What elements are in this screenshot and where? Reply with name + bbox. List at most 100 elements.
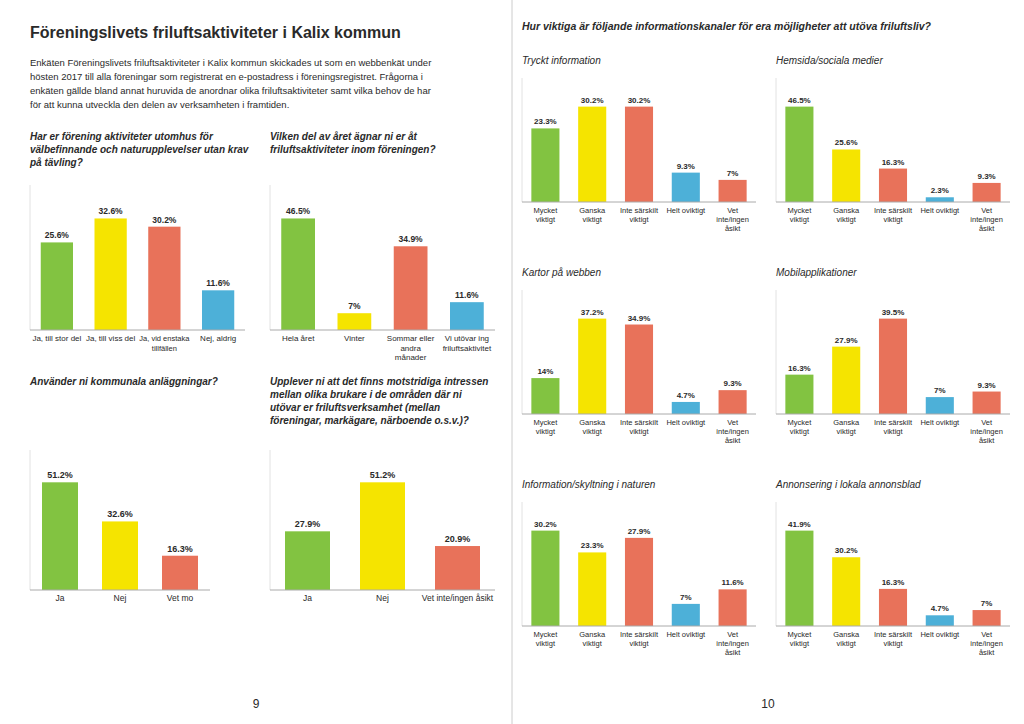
bar: [719, 589, 747, 626]
data-label-line: 25.6%: [835, 138, 858, 147]
category-label-line: viktigt: [790, 215, 810, 224]
category-label: Inte särskiltviktigt: [874, 206, 913, 224]
super-title-line: Hur viktiga är följande informationskana…: [522, 20, 932, 32]
chart-title-line: Information/skyltning i naturen: [522, 479, 656, 490]
data-label-line: 46.5%: [286, 206, 311, 216]
category-label: Inte särskiltviktigt: [620, 418, 659, 436]
category-label-line: Mycket: [534, 630, 559, 639]
category-label: Helt oviktigt: [920, 630, 960, 639]
chart-title-line: på tävling?: [29, 157, 83, 168]
y-axis-line: [30, 185, 31, 330]
data-label-line: 7%: [348, 301, 361, 311]
data-label: 27.9%: [835, 336, 858, 345]
data-label: 16.3%: [788, 364, 811, 373]
data-label-line: 4.7%: [677, 391, 695, 400]
category-label: Ja: [56, 593, 65, 603]
x-axis-line: [776, 414, 1010, 415]
category-label-line: Ganska: [833, 206, 860, 215]
category-label: Helt oviktigt: [666, 206, 706, 215]
bar: [879, 589, 907, 626]
category-label-line: inte/ingen: [970, 427, 1003, 436]
category-label-line: Ganska: [579, 630, 606, 639]
category-label-line: viktigt: [883, 427, 903, 436]
category-label: Vetinte/ingenåsikt: [716, 630, 749, 657]
category-label-line: Ganska: [833, 418, 860, 427]
data-label: 9.3%: [977, 172, 995, 181]
data-label-line: 46.5%: [788, 96, 811, 105]
page-number: 9: [253, 697, 260, 711]
data-label-line: 51.2%: [370, 470, 396, 480]
bars: [41, 218, 235, 330]
bar: [360, 482, 405, 590]
category-label-line: viktigt: [837, 215, 857, 224]
chart-title-line: Mobilapplikationer: [776, 267, 857, 278]
chart-title: Kartor på webben: [522, 267, 601, 278]
category-label: Ganskaviktigt: [579, 630, 606, 648]
intro-text-line: enkäten gällde bland annat huruvida de a…: [30, 85, 431, 96]
data-label: 7%: [934, 386, 946, 395]
category-label: Helt oviktigt: [666, 630, 706, 639]
category-label-line: inte/ingen: [716, 639, 749, 648]
data-label-line: 14%: [537, 367, 553, 376]
data-label: 2.3%: [931, 186, 949, 195]
chart-title: Vilken del av året ägnar ni er åtfriluft…: [270, 131, 436, 155]
x-axis-line: [270, 590, 495, 591]
category-label-line: Inte särskilt: [874, 630, 913, 639]
y-axis-line: [30, 450, 31, 590]
data-label: 23.3%: [534, 117, 557, 126]
category-label: Vetinte/ingenåsikt: [716, 418, 749, 445]
category-label-line: åsikt: [725, 224, 741, 233]
category-label-line: viktigt: [790, 427, 810, 436]
category-label-line: Ganska: [579, 206, 606, 215]
super-title: Hur viktiga är följande informationskana…: [522, 20, 932, 32]
category-label: Mycketviktigt: [534, 630, 559, 648]
chart: Vilken del av året ägnar ni er åtfriluft…: [270, 131, 495, 362]
category-label: Helt oviktigt: [666, 418, 706, 427]
bar: [42, 482, 78, 590]
category-label: Mycketviktigt: [788, 418, 813, 436]
data-label: 23.3%: [581, 541, 604, 550]
data-label-line: 30.2%: [628, 96, 651, 105]
category-label-line: Mycket: [534, 418, 559, 427]
category-label: Vetinte/ingenåsikt: [970, 630, 1003, 657]
bar: [926, 197, 954, 202]
intro-text: Enkäten Föreningslivets friluftsaktivite…: [30, 57, 431, 68]
category-label-line: viktigt: [883, 215, 903, 224]
x-axis-line: [270, 330, 495, 331]
bars: [531, 531, 746, 626]
category-label-line: Vet inte/ingen åsikt: [422, 593, 494, 603]
intro-text-line: för att kunna utveckla den delen av verk…: [30, 99, 289, 110]
chart-title-line: Upplever ni att det finns motstridiga in…: [270, 376, 488, 387]
category-label-line: tillfällen: [152, 344, 177, 353]
category-label: Vet mo: [167, 593, 194, 603]
data-label: 7%: [680, 593, 692, 602]
bar: [202, 290, 234, 330]
category-label: Sommar ellerandramånader: [387, 334, 435, 362]
data-label: 25.6%: [835, 138, 858, 147]
category-label-line: Vinter: [344, 334, 365, 343]
category-label-line: Mycket: [788, 206, 813, 215]
bar: [832, 557, 860, 626]
category-label-line: Vet: [727, 418, 739, 427]
category-label-line: Ja, till stor del: [32, 334, 81, 343]
data-label-line: 7%: [934, 386, 946, 395]
data-label: 9.3%: [977, 381, 995, 390]
data-label: 7%: [348, 301, 361, 311]
bar: [435, 546, 480, 590]
data-label-line: 37.2%: [581, 308, 604, 317]
category-label-line: viktigt: [536, 427, 556, 436]
category-label-line: Vet: [981, 418, 993, 427]
chart-title-line: utövar er friluftsverksamhet (mellan: [270, 402, 440, 413]
category-label: Vinter: [344, 334, 365, 343]
data-label-line: 2.3%: [931, 186, 949, 195]
category-label-line: Inte särskilt: [874, 206, 913, 215]
category-label-line: Helt oviktigt: [666, 630, 706, 639]
bar: [338, 313, 372, 330]
bar: [531, 531, 559, 626]
chart-title-line: Vilken del av året ägnar ni er åt: [270, 131, 418, 142]
category-label-line: Sommar eller: [387, 334, 435, 343]
data-label-line: 27.9%: [835, 336, 858, 345]
category-label: Nej: [114, 593, 127, 603]
data-label-line: 27.9%: [628, 527, 651, 536]
category-label-line: Mycket: [788, 418, 813, 427]
